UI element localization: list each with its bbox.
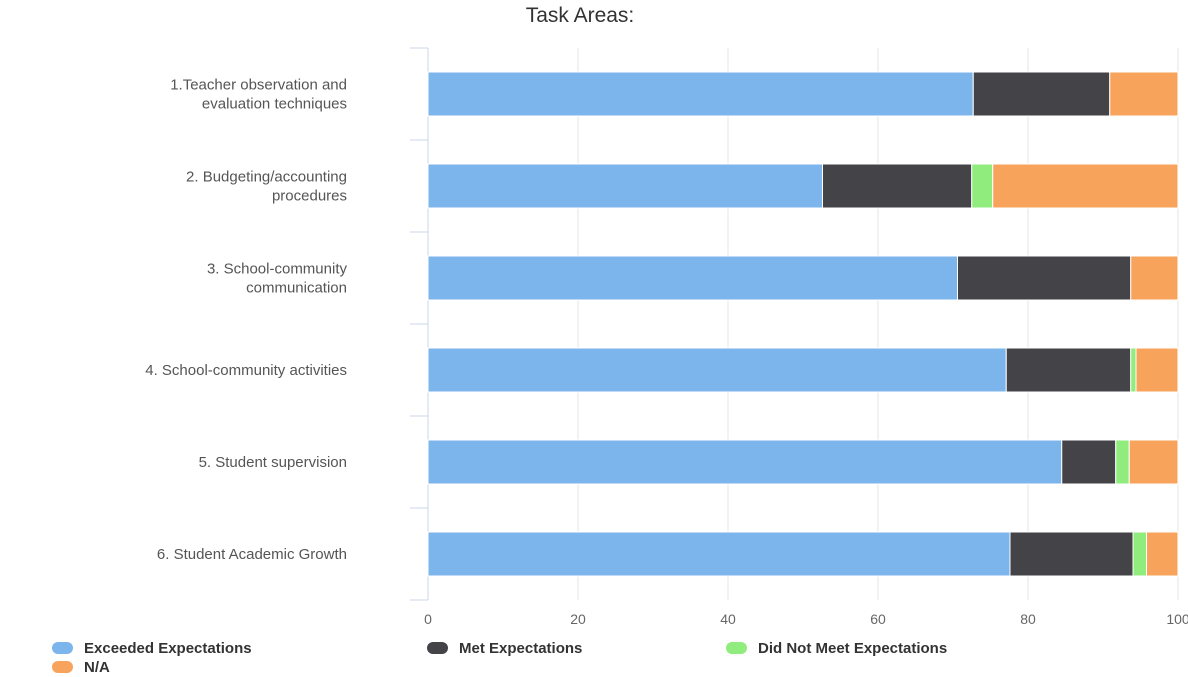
bar-segment: [1128, 439, 1179, 485]
category-label: 6. Student Academic Growth: [157, 546, 347, 563]
legend-label: Did Not Meet Expectations: [758, 640, 948, 657]
value-axis-ticks: 0 20 40 60 80 100: [424, 611, 1188, 627]
bar-segment: [992, 163, 1179, 209]
legend-label: Met Expectations: [459, 640, 583, 657]
bar-segment: [1130, 347, 1137, 393]
legend-item[interactable]: Met Expectations: [427, 640, 582, 658]
legend-item[interactable]: N/A: [52, 659, 110, 677]
category-label: 2. Budgeting/accounting: [186, 169, 347, 186]
x-tick-label: 100: [1166, 611, 1188, 627]
legend-swatch: [427, 642, 448, 654]
x-tick-label: 0: [424, 611, 432, 627]
bar-segment: [1061, 439, 1117, 485]
legend-swatch: [52, 642, 73, 654]
bar-segment: [1135, 347, 1179, 393]
bar-segment: [427, 163, 823, 209]
stacked-bar-chart: 1.Teacher observation and evaluation tech…: [145, 47, 1188, 627]
category-label: 5. Student supervision: [199, 454, 347, 471]
bar-segment: [822, 163, 973, 209]
legend-swatch: [52, 661, 73, 673]
category-label: 1.Teacher observation and: [170, 77, 347, 94]
category-label: communication: [246, 280, 347, 297]
bar-segment: [427, 255, 958, 301]
legend-item[interactable]: Did Not Meet Expectations: [726, 640, 947, 658]
gridlines: [427, 48, 1179, 600]
chart-title: Task Areas:: [525, 4, 635, 27]
bar-segment: [1009, 531, 1134, 577]
legend-item[interactable]: Exceeded Expectations: [52, 640, 252, 658]
x-tick-label: 40: [720, 611, 736, 627]
x-tick-label: 80: [1020, 611, 1036, 627]
bar-segment: [427, 531, 1011, 577]
bar-segment: [427, 439, 1063, 485]
bar-segment: [1109, 71, 1179, 117]
bar-segment: [1130, 255, 1179, 301]
legend-label: N/A: [84, 659, 110, 676]
category-label: evaluation techniques: [202, 96, 347, 113]
x-tick-label: 60: [870, 611, 886, 627]
bars: [427, 71, 1179, 577]
legend-label: Exceeded Expectations: [84, 640, 252, 657]
bar-segment: [427, 71, 974, 117]
bar-segment: [1115, 439, 1130, 485]
legend-swatch: [726, 642, 747, 654]
x-tick-label: 20: [570, 611, 586, 627]
category-label: 3. School-community: [207, 261, 348, 278]
category-labels: 1.Teacher observation and evaluation tech…: [145, 77, 347, 564]
bar-segment: [957, 255, 1132, 301]
bar-segment: [972, 71, 1111, 117]
bar-segment: [1005, 347, 1132, 393]
category-label: 4. School-community activities: [145, 362, 347, 379]
bar-segment: [971, 163, 994, 209]
bar-segment: [1146, 531, 1179, 577]
bar-segment: [427, 347, 1007, 393]
bar-segment: [1132, 531, 1147, 577]
category-label: procedures: [272, 188, 347, 205]
category-axis: [410, 47, 429, 601]
